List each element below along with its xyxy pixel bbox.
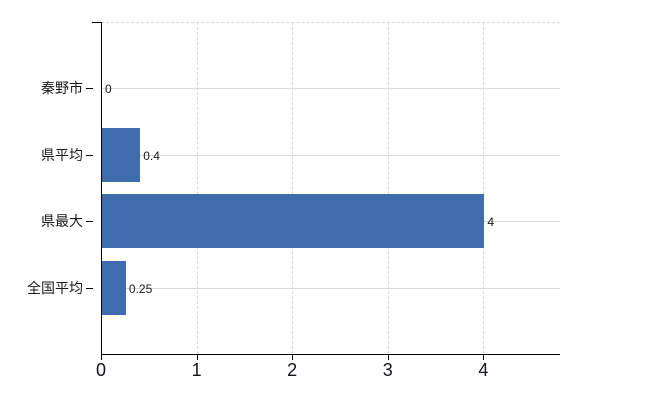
y-axis-top-tick	[92, 22, 101, 23]
x-axis-tick-label: 1	[191, 360, 202, 380]
value-label: 0.25	[128, 281, 153, 296]
vertical-gridline	[483, 22, 485, 354]
x-axis-tick	[101, 355, 102, 360]
x-axis-tick-label: 0	[95, 360, 107, 380]
horizontal-gridline	[101, 88, 560, 90]
x-axis-tick-label: 3	[382, 360, 393, 380]
x-axis-tick	[292, 355, 294, 360]
vertical-gridline	[196, 22, 198, 354]
plot-top-border	[101, 22, 560, 23]
vertical-gridline	[387, 22, 389, 354]
x-axis-tick	[387, 355, 389, 360]
category-tick	[86, 221, 93, 223]
value-label: 0.4	[143, 148, 160, 163]
category-label: 県最大	[41, 213, 83, 230]
horizontal-gridline	[101, 287, 560, 289]
bar	[102, 194, 485, 249]
category-tick	[86, 154, 93, 156]
x-axis-tick	[196, 355, 198, 360]
category-label: 県平均	[41, 146, 83, 163]
vertical-gridline	[292, 22, 294, 354]
horizontal-gridline	[101, 154, 560, 156]
category-tick	[86, 287, 93, 289]
bar	[102, 260, 126, 315]
bar	[102, 127, 141, 182]
x-axis-tick-label: 2	[287, 360, 298, 380]
category-label: 秦野市	[41, 80, 83, 97]
value-label: 0	[105, 82, 112, 97]
x-axis-tick-label: 4	[478, 360, 489, 380]
value-label: 4	[487, 215, 495, 230]
category-label: 全国平均	[27, 279, 83, 296]
x-axis-tick	[483, 355, 485, 360]
y-axis-line	[101, 22, 102, 355]
category-tick	[86, 88, 93, 90]
x-axis-line	[101, 354, 560, 355]
